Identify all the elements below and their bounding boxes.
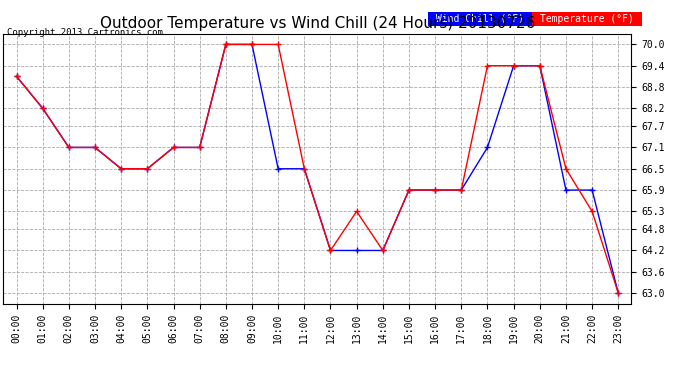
Text: Copyright 2013 Cartronics.com: Copyright 2013 Cartronics.com: [7, 28, 163, 37]
Text: Temperature (°F): Temperature (°F): [534, 14, 640, 24]
Title: Outdoor Temperature vs Wind Chill (24 Hours) 20130726: Outdoor Temperature vs Wind Chill (24 Ho…: [100, 16, 535, 31]
Text: Wind Chill (°F): Wind Chill (°F): [431, 14, 531, 24]
